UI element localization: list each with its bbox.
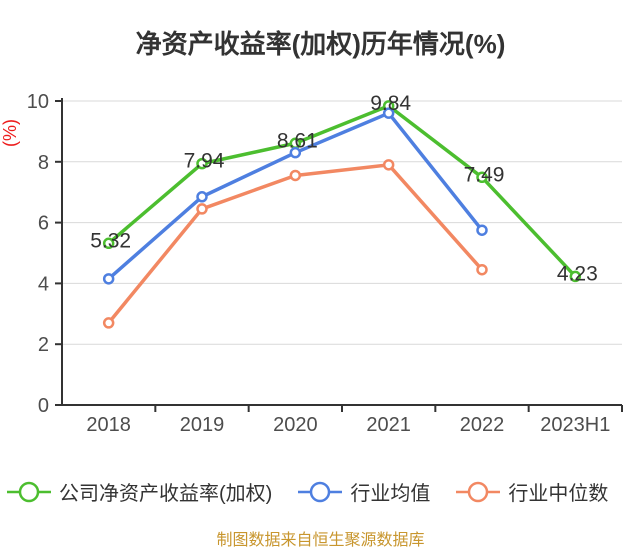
- data-point-label: 8.61: [277, 129, 318, 152]
- series-line-2: [106, 163, 484, 325]
- data-point[interactable]: [102, 273, 115, 285]
- data-point-label: 5.32: [90, 229, 131, 252]
- legend-label-industry-mean: 行业均值: [350, 483, 431, 505]
- data-point-label: 7.94: [184, 150, 225, 173]
- data-point[interactable]: [476, 171, 488, 184]
- data-point[interactable]: [382, 159, 395, 171]
- y-tick-label: 0: [38, 395, 49, 417]
- legend-item-industry-median[interactable]: 行业中位数: [455, 477, 608, 506]
- x-tick-label-2018: 2018: [86, 414, 131, 436]
- data-point[interactable]: [382, 107, 395, 119]
- x-tick-label-2019: 2019: [180, 414, 225, 436]
- y-tick-label: 8: [38, 152, 49, 174]
- chart-title: 净资产收益率(加权)历年情况(%): [135, 29, 506, 59]
- data-point[interactable]: [102, 237, 115, 250]
- y-tick-label: 4: [38, 273, 49, 295]
- data-point[interactable]: [476, 263, 488, 276]
- legend-label-company-roe: 公司净资产收益率(加权): [59, 483, 273, 505]
- data-point[interactable]: [289, 146, 302, 159]
- y-axis-unit-label: (%): [0, 119, 20, 147]
- legend-item-industry-mean[interactable]: 行业均值: [297, 477, 430, 506]
- data-point[interactable]: [476, 224, 488, 236]
- data-point[interactable]: [289, 169, 302, 182]
- data-source-note: 制图数据来自恒生聚源数据库: [216, 532, 425, 549]
- chart-legend: 公司净资产收益率(加权) 行业均值 行业中位数: [6, 477, 641, 506]
- data-point[interactable]: [102, 317, 115, 329]
- line-circle-marker-icon: [298, 481, 343, 502]
- data-point[interactable]: [196, 203, 208, 215]
- x-tick-label-2021: 2021: [366, 414, 411, 436]
- legend-item-company-roe[interactable]: 公司净资产收益率(加权): [6, 477, 272, 506]
- data-point-label: 7.49: [464, 163, 505, 186]
- y-tick-label: 2: [38, 334, 49, 356]
- data-point-label: 9.84: [370, 92, 411, 115]
- data-point[interactable]: [569, 270, 582, 283]
- y-tick-label: 10: [27, 91, 49, 113]
- legend-label-industry-median: 行业中位数: [508, 483, 609, 505]
- data-point[interactable]: [196, 157, 208, 170]
- data-point[interactable]: [196, 191, 208, 203]
- data-point-label: 4.23: [557, 262, 598, 285]
- series-line-0: [106, 104, 578, 279]
- x-tick-label-2022: 2022: [460, 414, 505, 436]
- x-tick-label-2020: 2020: [273, 414, 318, 436]
- line-circle-marker-icon: [456, 481, 501, 502]
- chart-plot-area: 0 2 4 6 8 10 2018 2019 2020 2021 2022 2023H1 (%) 5.32…: [0, 91, 623, 436]
- y-tick-label: 6: [38, 213, 49, 235]
- line-circle-marker-icon: [7, 481, 51, 502]
- x-tick-label-2023H1: 2023H1: [540, 414, 610, 436]
